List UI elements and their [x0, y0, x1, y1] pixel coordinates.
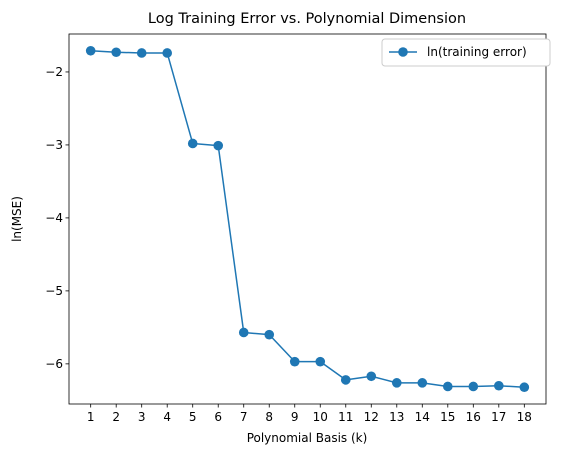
x-tick-label: 9 — [291, 410, 299, 424]
axes-frame — [68, 33, 547, 405]
data-point — [468, 381, 479, 392]
data-point — [264, 329, 275, 340]
legend-marker — [398, 47, 408, 57]
y-tick-label: −3 — [45, 138, 63, 152]
legend: ln(training error) — [381, 38, 551, 67]
chart-title: Log Training Error vs. Polynomial Dimens… — [148, 11, 466, 27]
x-tick-label: 14 — [415, 410, 430, 424]
y-tick-label: −2 — [45, 65, 63, 79]
data-point — [417, 378, 428, 388]
data-point — [111, 47, 121, 58]
data-point — [366, 371, 377, 382]
x-axis-label: Polynomial Basis (k) — [247, 431, 368, 445]
data-point — [213, 140, 224, 151]
data-point — [494, 380, 504, 391]
plot-area: 1 2 3 4 5 6 7 8 9 10 11 12 13 14 15 16 17 18−2−3−4−5−6 — [45, 33, 547, 424]
data-point — [340, 375, 351, 385]
data-point — [442, 381, 453, 392]
x-tick-label: 13 — [389, 410, 404, 424]
y-axis-label: ln(MSE) — [10, 196, 24, 242]
x-tick-label: 3 — [138, 410, 146, 424]
data-point — [315, 356, 326, 367]
data-point — [85, 45, 96, 56]
data-point — [289, 356, 300, 367]
x-tick-label: 4 — [163, 410, 171, 424]
x-tick-label: 17 — [491, 410, 506, 424]
x-tick-label: 2 — [112, 410, 120, 424]
y-tick-label: −6 — [45, 357, 63, 371]
legend-label: ln(training error) — [427, 45, 527, 59]
data-point — [162, 48, 173, 58]
x-tick-label: 5 — [189, 410, 197, 424]
data-point — [136, 48, 147, 58]
data-point — [391, 378, 402, 388]
x-tick-label: 7 — [240, 410, 248, 424]
x-tick-label: 16 — [466, 410, 481, 424]
y-tick-label: −4 — [45, 211, 63, 225]
x-tick-label: 18 — [517, 410, 532, 424]
data-point — [519, 382, 530, 393]
data-point — [238, 327, 249, 338]
x-tick-label: 1 — [87, 410, 95, 424]
x-tick-label: 10 — [313, 410, 328, 424]
data-point — [187, 138, 198, 149]
y-tick-label: −5 — [45, 284, 63, 298]
x-tick-label: 12 — [364, 410, 379, 424]
x-tick-label: 11 — [338, 410, 353, 424]
series-line — [90, 50, 525, 388]
x-tick-label: 6 — [214, 410, 222, 424]
x-tick-label: 15 — [440, 410, 455, 424]
legend-box — [381, 38, 551, 67]
x-tick-label: 8 — [265, 410, 273, 424]
